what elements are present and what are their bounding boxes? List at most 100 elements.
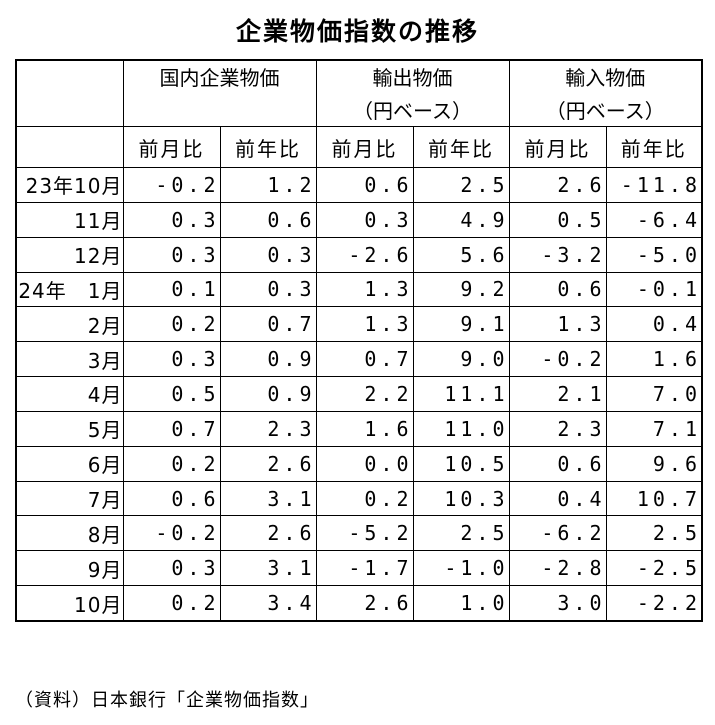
value-cell: -5.2 bbox=[315, 515, 414, 552]
value-cell: 2.6 bbox=[219, 445, 317, 482]
value-cell: -2.2 bbox=[605, 585, 703, 622]
value-cell: 2.5 bbox=[605, 515, 703, 552]
value-cell: 2.2 bbox=[315, 376, 414, 412]
column-header: 前年比 bbox=[605, 126, 703, 168]
value-cell: 1.3 bbox=[508, 306, 607, 343]
value-cell: -2.5 bbox=[605, 550, 703, 587]
column-header: 前月比 bbox=[122, 126, 221, 168]
value-cell: 9.0 bbox=[412, 341, 510, 378]
value-cell: 0.7 bbox=[219, 306, 317, 343]
table-row: 10月 0.2 3.4 2.6 1.0 3.0 -2.2 bbox=[15, 585, 703, 622]
row-label: 24年 1月 bbox=[15, 271, 124, 308]
table-row: 3月 0.3 0.9 0.7 9.0 -0.2 1.6 bbox=[15, 341, 703, 378]
value-cell: -11.8 bbox=[605, 167, 703, 203]
group-subheader-import: （円ベース） bbox=[508, 92, 703, 127]
value-cell: 1.6 bbox=[605, 341, 703, 378]
source-note: （資料）日本銀行「企業物価指数」 bbox=[15, 690, 319, 711]
row-label: 10月 bbox=[15, 585, 124, 622]
row-label: 4月 bbox=[15, 376, 124, 412]
table-row: 11月 0.3 0.6 0.3 4.9 0.5 -6.4 bbox=[15, 201, 703, 238]
row-label: 8月 bbox=[15, 515, 124, 552]
table-row: 23年10月 -0.2 1.2 0.6 2.5 2.6 -11.8 bbox=[15, 167, 703, 203]
column-header: 前年比 bbox=[219, 126, 317, 168]
value-cell: -6.2 bbox=[508, 515, 607, 552]
value-cell: 0.3 bbox=[315, 201, 414, 238]
corner-cell bbox=[15, 59, 124, 127]
group-subheader-domestic bbox=[122, 92, 317, 127]
table-row: 7月 0.6 3.1 0.2 10.3 0.4 10.7 bbox=[15, 480, 703, 517]
value-cell: 0.4 bbox=[508, 480, 607, 517]
value-cell: 10.3 bbox=[412, 480, 510, 517]
column-header-empty bbox=[15, 126, 124, 168]
value-cell: 1.6 bbox=[315, 410, 414, 447]
value-cell: 4.9 bbox=[412, 201, 510, 238]
value-cell: 1.3 bbox=[315, 306, 414, 343]
value-cell: 0.4 bbox=[605, 306, 703, 343]
row-label: 7月 bbox=[15, 480, 124, 517]
table-row: 12月 0.3 0.3 -2.6 5.6 -3.2 -5.0 bbox=[15, 236, 703, 273]
column-header: 前年比 bbox=[412, 126, 510, 168]
value-cell: 0.6 bbox=[122, 480, 221, 517]
value-cell: 7.1 bbox=[605, 410, 703, 447]
table-row: 24年 1月 0.1 0.3 1.3 9.2 0.6 -0.1 bbox=[15, 271, 703, 308]
value-cell: -0.1 bbox=[605, 271, 703, 308]
value-cell: -0.2 bbox=[508, 341, 607, 378]
value-cell: -3.2 bbox=[508, 236, 607, 273]
price-index-table: 国内企業物価 輸出物価 輸入物価 （円ベース） （円ベース） 前月比 前年比 前… bbox=[15, 59, 703, 622]
value-cell: 2.6 bbox=[315, 585, 414, 622]
value-cell: 9.6 bbox=[605, 445, 703, 482]
value-cell: 0.3 bbox=[219, 236, 317, 273]
value-cell: -6.4 bbox=[605, 201, 703, 238]
value-cell: 0.3 bbox=[122, 550, 221, 587]
value-cell: 0.1 bbox=[122, 271, 221, 308]
value-cell: -2.8 bbox=[508, 550, 607, 587]
value-cell: 0.5 bbox=[122, 376, 221, 412]
value-cell: 1.2 bbox=[219, 167, 317, 203]
value-cell: 9.1 bbox=[412, 306, 510, 343]
table-row: 9月 0.3 3.1 -1.7 -1.0 -2.8 -2.5 bbox=[15, 550, 703, 587]
value-cell: -0.2 bbox=[122, 515, 221, 552]
value-cell: 0.3 bbox=[122, 341, 221, 378]
table-row: 2月 0.2 0.7 1.3 9.1 1.3 0.4 bbox=[15, 306, 703, 343]
value-cell: 7.0 bbox=[605, 376, 703, 412]
row-label: 11月 bbox=[15, 201, 124, 238]
value-cell: 11.1 bbox=[412, 376, 510, 412]
value-cell: 0.2 bbox=[122, 445, 221, 482]
value-cell: 2.5 bbox=[412, 515, 510, 552]
value-cell: 0.0 bbox=[315, 445, 414, 482]
value-cell: 1.3 bbox=[315, 271, 414, 308]
value-cell: 10.7 bbox=[605, 480, 703, 517]
group-subheader-export: （円ベース） bbox=[315, 92, 510, 127]
value-cell: 0.7 bbox=[122, 410, 221, 447]
row-label: 5月 bbox=[15, 410, 124, 447]
row-label: 2月 bbox=[15, 306, 124, 343]
value-cell: 5.6 bbox=[412, 236, 510, 273]
value-cell: 1.0 bbox=[412, 585, 510, 622]
value-cell: 0.2 bbox=[122, 306, 221, 343]
row-label: 9月 bbox=[15, 550, 124, 587]
group-header-import: 輸入物価 bbox=[508, 59, 703, 92]
table-row: 8月 -0.2 2.6 -5.2 2.5 -6.2 2.5 bbox=[15, 515, 703, 552]
value-cell: -5.0 bbox=[605, 236, 703, 273]
value-cell: 0.5 bbox=[508, 201, 607, 238]
value-cell: -1.7 bbox=[315, 550, 414, 587]
value-cell: 0.9 bbox=[219, 376, 317, 412]
column-header: 前月比 bbox=[315, 126, 414, 168]
value-cell: 2.6 bbox=[508, 167, 607, 203]
row-label: 12月 bbox=[15, 236, 124, 273]
value-cell: 9.2 bbox=[412, 271, 510, 308]
group-header-domestic: 国内企業物価 bbox=[122, 59, 317, 92]
value-cell: 0.9 bbox=[219, 341, 317, 378]
value-cell: 11.0 bbox=[412, 410, 510, 447]
value-cell: 0.6 bbox=[315, 167, 414, 203]
value-cell: 2.5 bbox=[412, 167, 510, 203]
value-cell: 2.6 bbox=[219, 515, 317, 552]
value-cell: 2.3 bbox=[508, 410, 607, 447]
value-cell: -1.0 bbox=[412, 550, 510, 587]
table-row: 6月 0.2 2.6 0.0 10.5 0.6 9.6 bbox=[15, 445, 703, 482]
value-cell: -2.6 bbox=[315, 236, 414, 273]
value-cell: 0.2 bbox=[315, 480, 414, 517]
value-cell: 0.3 bbox=[122, 201, 221, 238]
value-cell: -0.2 bbox=[122, 167, 221, 203]
value-cell: 0.2 bbox=[122, 585, 221, 622]
